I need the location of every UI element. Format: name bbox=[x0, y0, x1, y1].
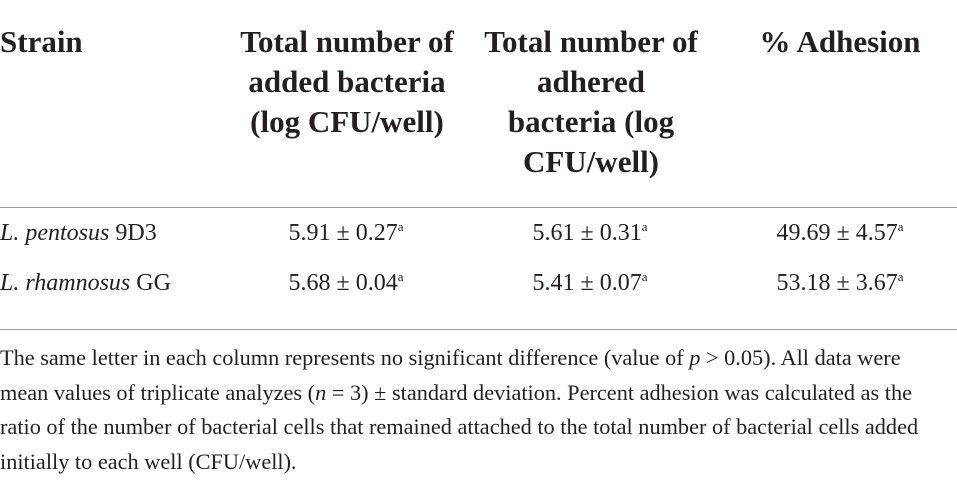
cell: 5.61 ± 0.31a bbox=[533, 218, 648, 248]
letter: a bbox=[641, 269, 648, 284]
strain: GG bbox=[136, 270, 171, 296]
letter: a bbox=[641, 219, 648, 234]
value: 5.91 ± 0.27 bbox=[288, 220, 398, 246]
cell: L. rhamnosus GG bbox=[0, 268, 171, 298]
species: L. rhamnosus bbox=[0, 270, 131, 296]
value: 5.41 ± 0.07 bbox=[532, 270, 642, 296]
letter: a bbox=[397, 219, 404, 234]
footnote: The same letter in each column represent… bbox=[0, 341, 952, 479]
strain: 9D3 bbox=[115, 220, 157, 246]
cell: 53.18 ± 3.67a bbox=[777, 268, 904, 298]
header-cell: % Adhesion bbox=[759, 24, 921, 59]
footnote-text: The same letter in each column represent… bbox=[0, 345, 690, 370]
header-cell: Total number of added bacteria (log CFU/… bbox=[240, 24, 454, 139]
header-cell: Total number of adhered bacteria (log CF… bbox=[484, 24, 698, 179]
value: 5.68 ± 0.04 bbox=[288, 270, 398, 296]
value: 49.69 ± 4.57 bbox=[776, 220, 898, 246]
footnote-text: = 3) ± standard deviation. Percent adhes… bbox=[0, 379, 919, 474]
value: 5.61 ± 0.31 bbox=[532, 220, 642, 246]
cell: 49.69 ± 4.57a bbox=[777, 218, 904, 248]
footnote-text: p bbox=[689, 345, 701, 370]
species: L. pentosus bbox=[0, 220, 110, 246]
footnote-text: n bbox=[315, 379, 327, 405]
letter: a bbox=[897, 219, 904, 234]
cell: 5.91 ± 0.27a bbox=[289, 218, 404, 248]
letter: a bbox=[897, 269, 904, 284]
footnote-text: > 0.05). All data were mean values of tr… bbox=[0, 345, 901, 405]
header-cell: Strain bbox=[0, 24, 83, 59]
value: 53.18 ± 3.67 bbox=[776, 270, 898, 296]
rule bbox=[0, 329, 957, 330]
rule bbox=[0, 207, 957, 208]
cell: 5.41 ± 0.07a bbox=[533, 268, 648, 298]
cell: 5.68 ± 0.04a bbox=[289, 268, 404, 298]
letter: a bbox=[397, 269, 404, 284]
cell: L. pentosus 9D3 bbox=[0, 218, 157, 248]
